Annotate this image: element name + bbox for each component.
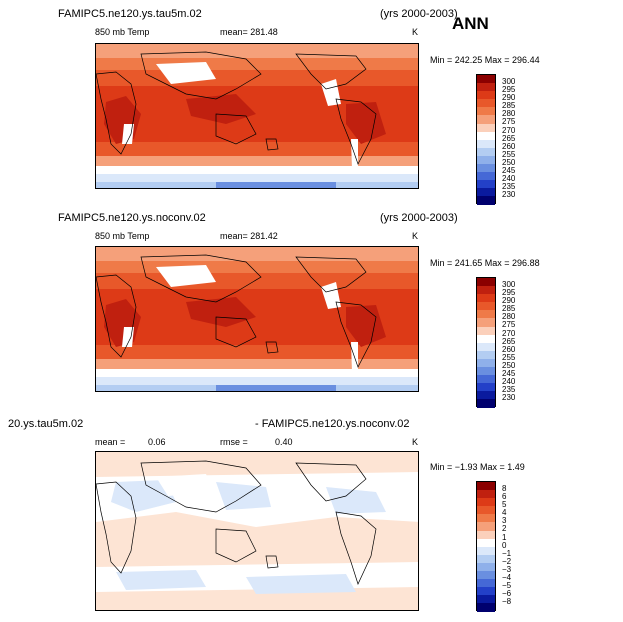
cbar-tick-label: 230 [502,190,516,200]
cbar-tick-label: −5 [502,581,512,591]
africa-mask [122,327,134,347]
cbar-tick-label: 245 [502,369,516,379]
panel1-units: K [412,27,419,37]
cbar-tick-label: 270 [502,125,516,135]
panel3-colorbar [476,481,496,612]
panel1-field: 850 mb Temp [95,27,150,37]
cbar-tick-label: 290 [502,93,516,103]
south-america-warm [346,305,386,347]
panel2-colorbar [476,277,496,408]
panel1-colorbar [476,74,496,205]
cbar-tick-label: 285 [502,304,516,314]
cool-anomaly-4 [116,570,206,590]
tibet-mask [156,62,216,84]
panel3-units: K [412,437,419,447]
cool-anomaly-5 [246,574,356,594]
cbar-tick-label: 250 [502,360,516,370]
cool-anomaly-1 [111,480,176,512]
cbar-tick-label: 2 [502,524,507,534]
panel2-case-title: FAMIPC5.ne120.ys.noconv.02 [58,212,206,224]
cbar-tick-label: 285 [502,101,516,111]
cool-anomaly-3 [326,487,386,514]
cbar-tick-label: 300 [502,280,516,289]
cbar-tick-label: 295 [502,288,516,298]
cbar-tick-label: 275 [502,320,516,330]
coastlines [96,254,377,368]
cbar-tick-label: 5 [502,500,507,510]
cbar-tick-label: 3 [502,516,507,526]
panel3-case-left: 20.ys.tau5m.02 [8,418,84,430]
panel2-colorbar-labels: 300 295 290 285 280 275 270 265 260 255 … [502,280,516,403]
panel2-map [95,246,419,392]
cbar-tick-label: −6 [502,589,512,599]
cbar-tick-label: 0 [502,540,507,550]
cbar-tick-label: 265 [502,133,516,143]
cbar-tick-label: 290 [502,296,516,306]
panel1-minmax: Min = 242.25 Max = 296.44 [430,55,540,65]
cbar-tick-label: 275 [502,117,516,127]
panel2-minmax: Min = 241.65 Max = 296.88 [430,258,540,268]
south-america-warm [346,102,386,144]
cbar-tick-label: 240 [502,377,516,387]
cbar-tick-label: 300 [502,77,516,86]
indian-ocean-warm [186,297,256,327]
panel2-units: K [412,231,419,241]
panel2-mean: mean= 281.42 [220,231,278,241]
panel1-period: (yrs 2000-2003) [380,8,458,20]
cbar-tick-label: 240 [502,174,516,184]
cbar-tick-label: 255 [502,352,516,362]
cbar-tick-label: −8 [502,597,512,607]
panel3-rmse-value: 0.40 [275,437,293,447]
cbar-tick-label: 230 [502,393,516,403]
cbar-tick-label: −4 [502,573,512,583]
cbar-tick-label: 280 [502,312,516,322]
panel1-map [95,43,419,189]
panel3-colorbar-labels: 8 6 5 4 3 2 1 0 −1 −2 −3 −4 −5 −6 −8 [502,484,512,607]
indian-ocean-warm [186,94,256,124]
season-label: ANN [452,14,489,33]
panel3-map [95,451,419,611]
cbar-tick-label: 270 [502,328,516,338]
panel3-minmax: Min = −1.93 Max = 1.49 [430,462,525,472]
cbar-tick-label: 235 [502,385,516,395]
cbar-tick-label: 235 [502,182,516,192]
cbar-tick-label: 255 [502,149,516,159]
panel3-rmse-label: rmse = [220,437,248,447]
tibet-mask [156,474,214,496]
cbar-tick-label: 250 [502,157,516,167]
cbar-tick-label: 280 [502,109,516,119]
cbar-tick-label: −3 [502,564,512,574]
panel3-mean-value: 0.06 [148,437,166,447]
tibet-mask [156,265,216,287]
cbar-tick-label: −2 [502,556,512,566]
cbar-tick-label: 1 [502,532,507,542]
panel1-case-title: FAMIPC5.ne120.ys.tau5m.02 [58,8,202,20]
panel1-colorbar-labels: 300 295 290 285 280 275 270 265 260 255 … [502,77,516,200]
africa-mask [122,124,134,144]
cbar-tick-label: 4 [502,508,507,518]
cbar-tick-label: 8 [502,484,507,493]
panel3-case-right: - FAMIPC5.ne120.ys.noconv.02 [255,418,410,430]
cbar-tick-label: −1 [502,548,512,558]
panel3-mean-label: mean = [95,437,126,447]
panel2-field: 850 mb Temp [95,231,150,241]
cbar-tick-label: 295 [502,85,516,95]
panel2-period: (yrs 2000-2003) [380,212,458,224]
coastlines [96,51,377,165]
panel1-mean: mean= 281.48 [220,27,278,37]
cbar-tick-label: 260 [502,344,516,354]
cbar-tick-label: 265 [502,336,516,346]
cbar-tick-label: 245 [502,166,516,176]
cbar-tick-label: 6 [502,492,507,502]
cbar-tick-label: 260 [502,141,516,151]
coastlines [96,460,377,585]
